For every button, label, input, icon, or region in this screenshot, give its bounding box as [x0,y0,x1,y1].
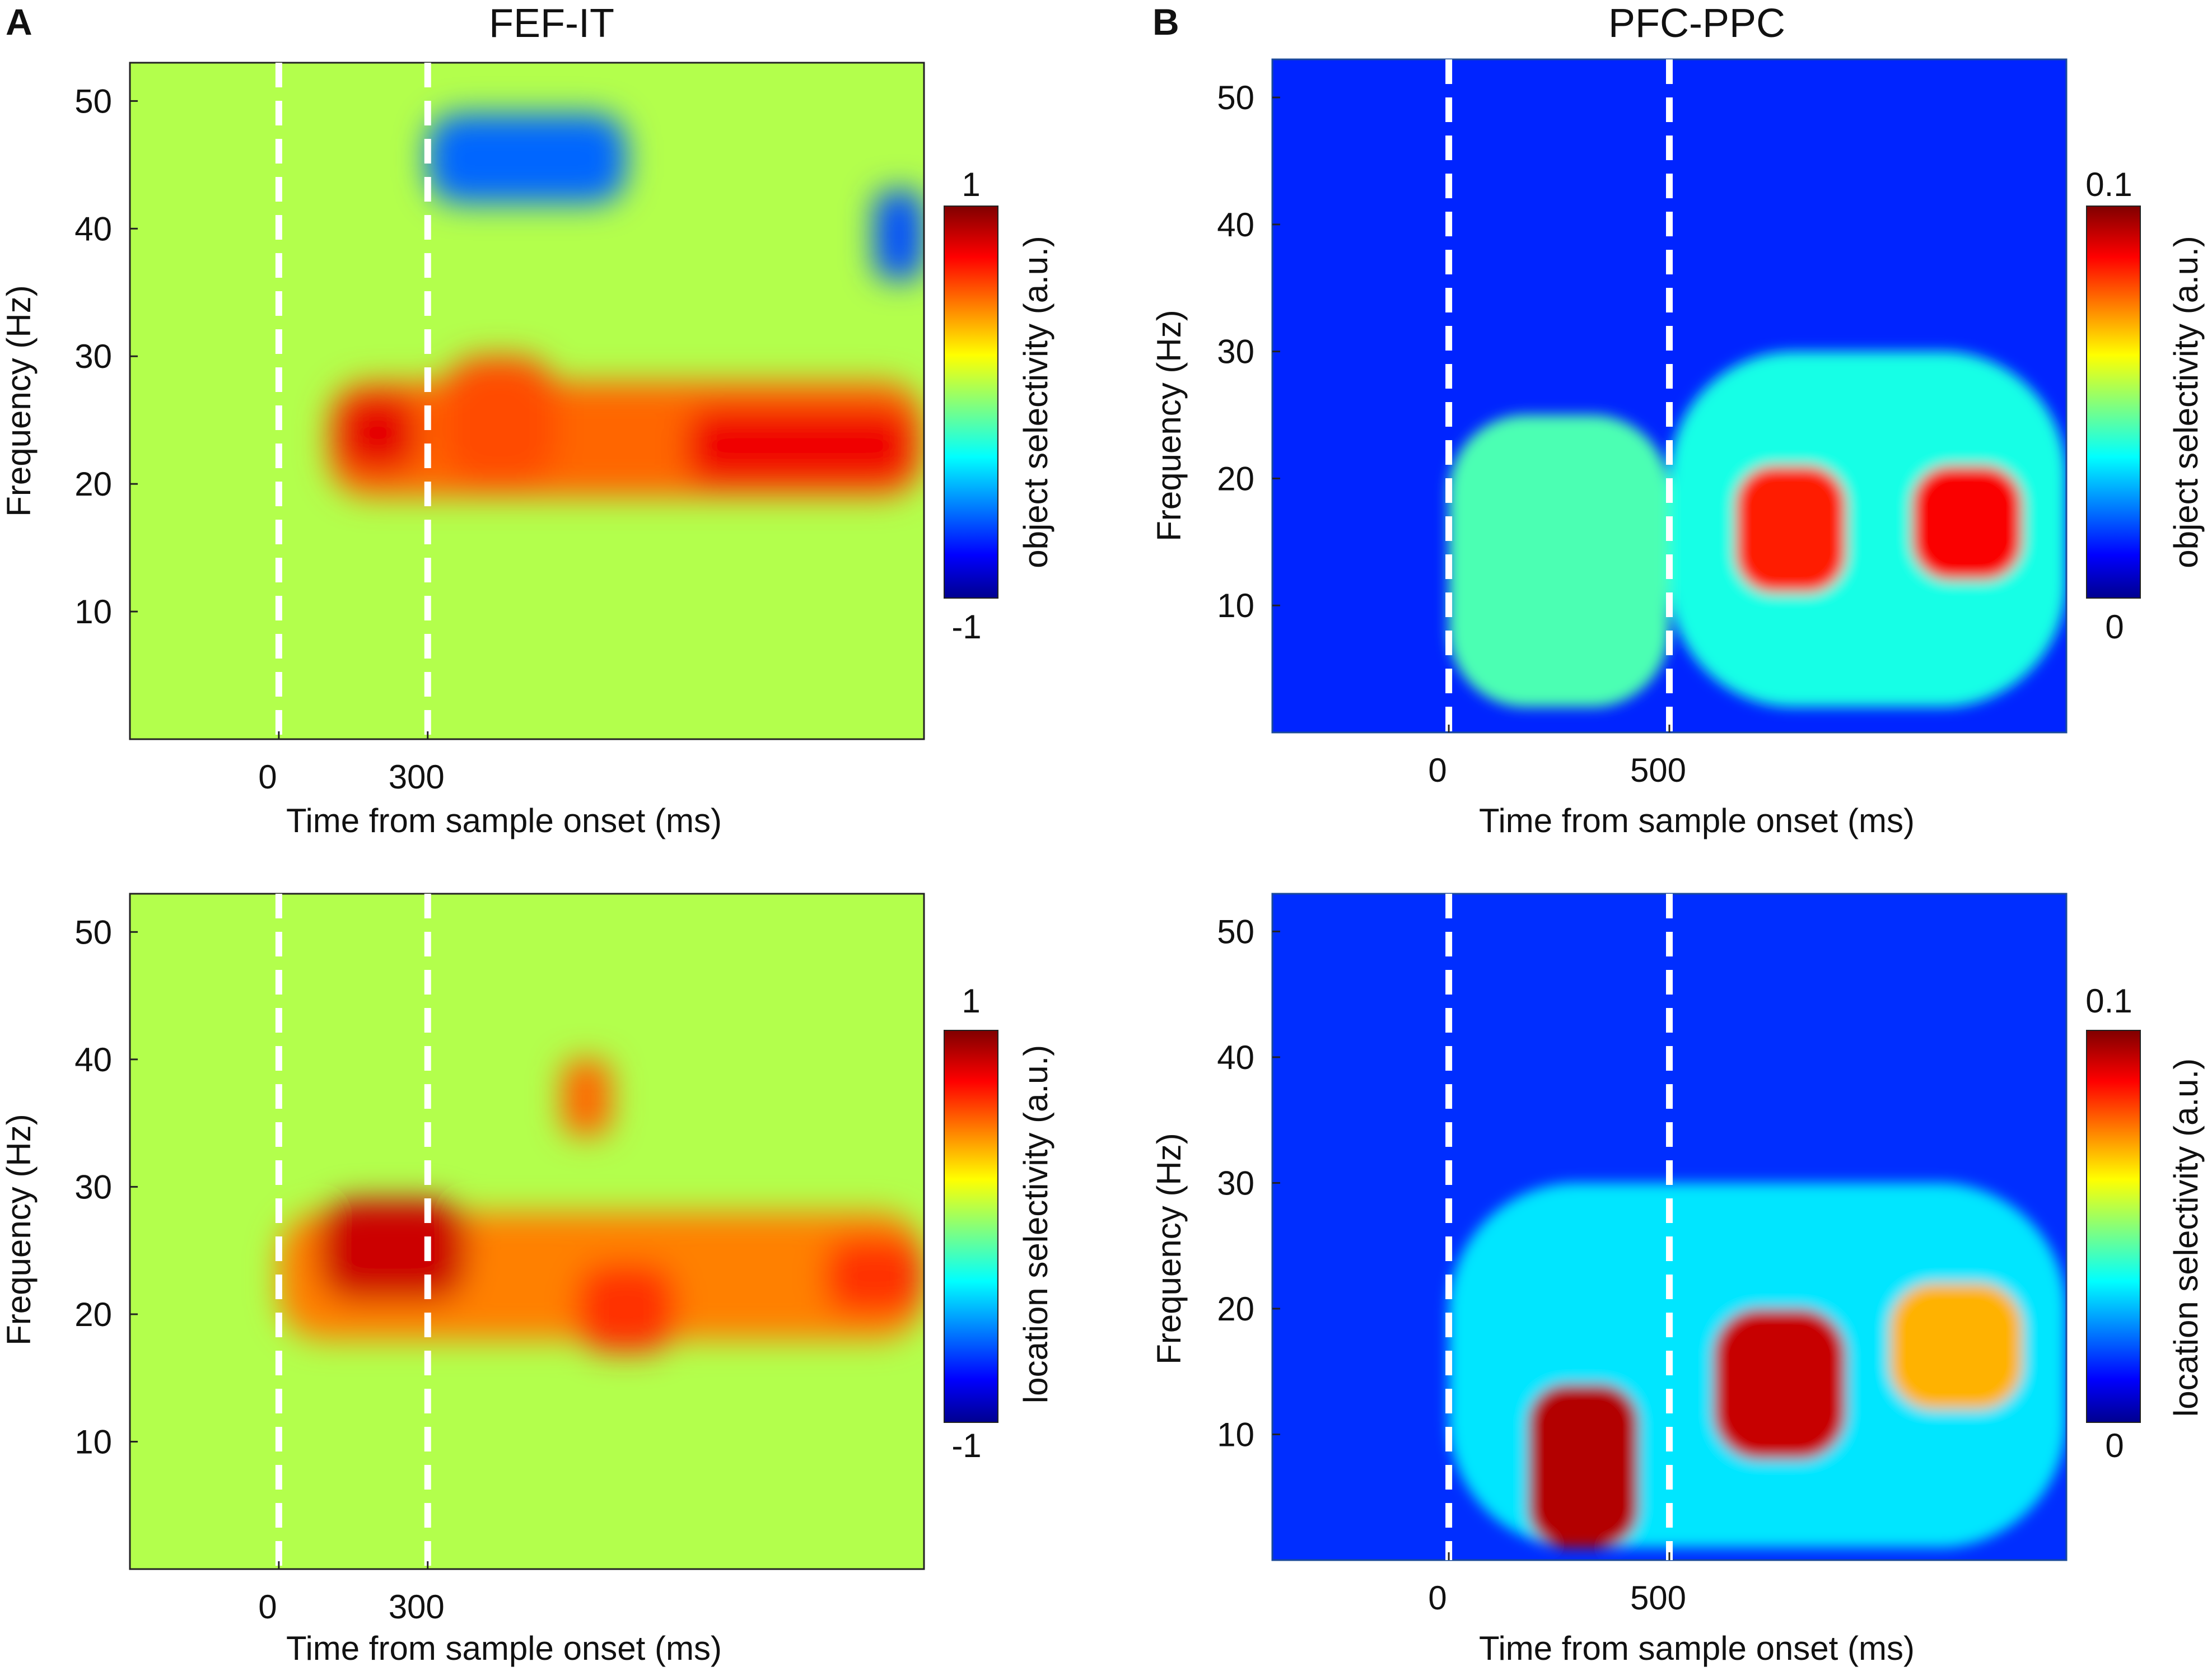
heatmap-region [562,1059,612,1136]
x-tick-label: 0 [258,1588,277,1626]
heatmap-region [576,1263,676,1353]
heatmap-region [1669,351,2066,707]
x-ticks: 0 500 [1428,1552,1686,1617]
y-axis-label: Frequency (Hz) [0,285,38,516]
x-ticks: 0 500 [1428,725,1686,789]
y-tick-label: 20 [74,465,112,503]
chart-fef-it-object: FEF-IT 10 20 30 40 50 0 300 Frequency (Hz) Ti… [0,1,1054,839]
colorbar-max-label: 0.1 [2085,166,2132,203]
heatmap-regions [328,114,924,497]
chart-title: FEF-IT [489,1,614,46]
heatmap-region [824,1238,924,1314]
y-tick-label: 50 [74,913,112,951]
y-tick-label: 50 [1217,913,1254,950]
chart-title: PFC-PPC [1608,1,1785,46]
y-tick-label: 20 [1217,1290,1254,1328]
x-ticks: 0 300 [258,1561,445,1626]
x-tick-label: 0 [1428,1579,1446,1617]
heatmap-region [1449,415,1669,707]
chart-fef-it-location: 10 20 30 40 50 0 300 Frequency (Hz) Time from… [0,893,1054,1667]
colorbar [944,206,998,599]
heatmap-region [442,356,557,484]
x-tick-label: 300 [389,1588,445,1626]
plot-frame [129,62,925,740]
y-tick-label: 30 [74,338,112,375]
colorbar-label: location selectivity (a.u.) [2167,1058,2205,1417]
heatmap-region [1889,1283,2023,1409]
colorbar-label: object selectivity (a.u.) [2167,236,2205,568]
y-tick-label: 10 [74,1423,112,1460]
colorbar-max-label: 1 [962,166,980,203]
y-tick-label: 50 [74,82,112,120]
colorbar [2086,1030,2141,1423]
x-tick-label: 500 [1630,1579,1686,1617]
colorbar-max-label: 0.1 [2085,982,2132,1020]
y-tick-label: 20 [74,1296,112,1333]
y-axis-label: Frequency (Hz) [1150,310,1188,541]
y-tick-label: 30 [1217,333,1254,371]
heatmap-region [874,190,924,280]
y-ticks: 10 20 30 40 50 [74,913,138,1460]
y-axis-label: Frequency (Hz) [0,1114,38,1345]
x-tick-label: 0 [1428,752,1446,789]
panel-label-b: B [1152,1,1179,43]
x-axis-label: Time from sample onset (ms) [1479,802,1915,839]
y-tick-label: 30 [1217,1164,1254,1202]
y-axis-label: Frequency (Hz) [1150,1133,1188,1364]
y-tick-label: 20 [1217,460,1254,497]
heatmap-region [427,114,627,203]
heatmap-region [1912,465,2023,580]
heatmap-region [685,407,914,484]
x-axis-label: Time from sample onset (ms) [1479,1630,1915,1667]
colorbar-min-label: 0 [2105,1427,2124,1464]
x-tick-label: 0 [258,758,277,796]
colorbar-label: object selectivity (a.u.) [1017,236,1054,568]
y-tick-label: 10 [1217,1416,1254,1453]
heatmap-region [318,1199,468,1302]
panel-label-a: A [6,1,32,43]
colorbar-label: location selectivity (a.u.) [1017,1045,1054,1403]
heatmap-regions [1449,1183,2066,1548]
y-tick-label: 10 [1217,587,1254,624]
y-ticks: 10 20 30 40 50 [74,82,138,631]
heatmap-region [1713,1308,1846,1460]
y-tick-label: 40 [74,1041,112,1079]
chart-pfc-ppc-location: 10 20 30 40 50 0 500 Frequency (Hz) Time from… [1150,893,2205,1667]
y-ticks: 10 20 30 40 50 [1217,913,1280,1453]
colorbar [2086,206,2141,599]
plot-frame [129,893,925,1570]
colorbar-min-label: -1 [951,608,981,646]
x-tick-label: 300 [389,758,445,796]
x-axis-label: Time from sample onset (ms) [286,1630,722,1667]
y-tick-label: 40 [74,210,112,248]
y-ticks: 10 20 30 40 50 [1217,79,1280,624]
heatmap-region [338,394,418,472]
y-tick-label: 30 [74,1168,112,1206]
x-tick-label: 500 [1630,752,1686,789]
onset-markers [1445,894,1673,1560]
heatmap-region [1735,465,1846,593]
colorbar-min-label: 0 [2105,608,2124,646]
y-tick-label: 40 [1217,206,1254,244]
heatmap-regions [1449,351,2066,707]
y-tick-label: 10 [74,593,112,631]
heatmap-region [1528,1384,1639,1548]
y-tick-label: 50 [1217,79,1254,116]
chart-pfc-ppc-object: PFC-PPC 10 20 30 40 50 0 500 Frequency (Hz) T… [1150,1,2205,839]
colorbar [944,1030,998,1423]
x-ticks: 0 300 [258,731,445,796]
colorbar-max-label: 1 [962,982,980,1020]
x-axis-label: Time from sample onset (ms) [286,802,722,839]
colorbar-min-label: -1 [951,1427,981,1464]
y-tick-label: 40 [1217,1039,1254,1076]
